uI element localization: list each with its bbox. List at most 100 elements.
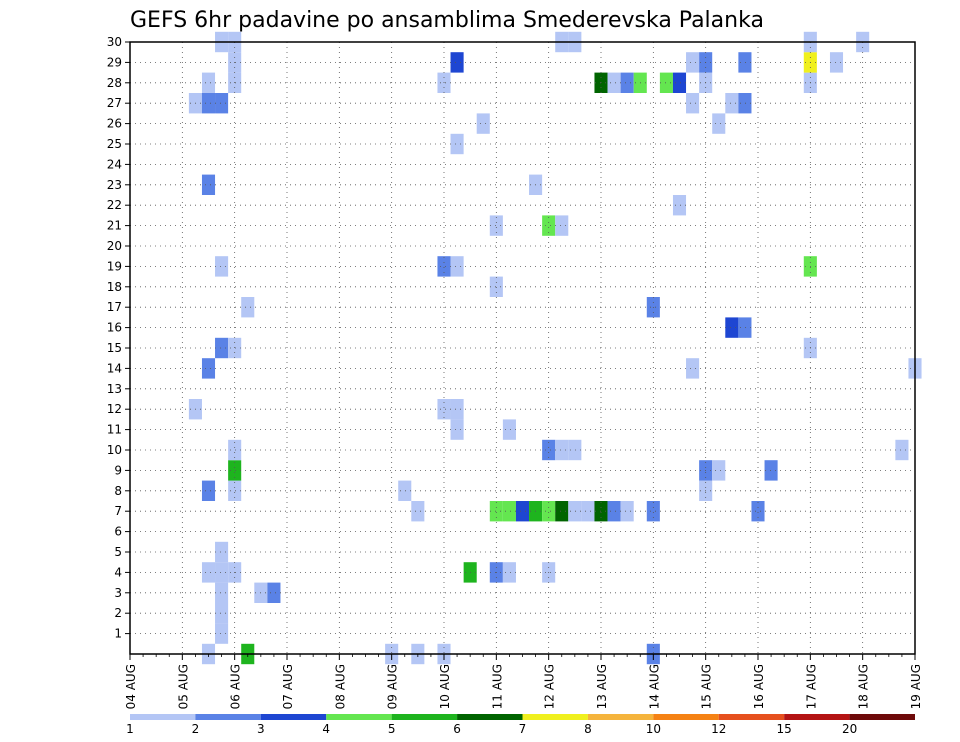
colorbar-label: 12 xyxy=(711,722,726,736)
heat-cell xyxy=(764,460,778,481)
heat-cell xyxy=(686,358,700,379)
y-tick-label: 28 xyxy=(107,76,122,90)
heat-cell xyxy=(450,419,464,440)
heat-cell xyxy=(829,52,844,73)
colorbar-swatch xyxy=(326,714,392,720)
y-tick-label: 17 xyxy=(107,300,122,314)
x-tick-label: 05 AUG xyxy=(176,664,190,709)
heat-cell xyxy=(581,501,595,522)
heat-cell xyxy=(725,317,739,338)
y-tick-label: 21 xyxy=(107,219,122,233)
heat-cell xyxy=(725,93,739,114)
x-tick-label: 10 AUG xyxy=(438,664,452,709)
heat-cell xyxy=(267,582,281,603)
x-tick-label: 16 AUG xyxy=(752,664,766,709)
y-tick-label: 13 xyxy=(107,382,122,396)
y-tick-label: 1 xyxy=(114,627,122,641)
y-tick-label: 3 xyxy=(114,586,122,600)
colorbar-label: 3 xyxy=(257,722,265,736)
colorbar-swatch xyxy=(195,714,261,720)
heat-cell xyxy=(686,93,700,114)
x-tick-label: 18 AUG xyxy=(857,664,871,709)
y-tick-label: 8 xyxy=(114,484,122,498)
y-tick-label: 23 xyxy=(107,178,122,192)
heat-cell xyxy=(515,501,530,522)
heat-cell xyxy=(738,317,752,338)
heat-cell xyxy=(672,72,687,93)
colorbar-label: 4 xyxy=(322,722,330,736)
colorbar-label: 2 xyxy=(192,722,200,736)
y-tick-label: 12 xyxy=(107,402,122,416)
y-tick-label: 11 xyxy=(107,423,122,437)
heat-cell xyxy=(620,501,634,522)
heat-cell xyxy=(607,501,621,522)
heat-cell xyxy=(201,174,216,195)
y-tick-label: 20 xyxy=(107,239,122,253)
heat-cell xyxy=(450,133,464,155)
colorbar-swatch xyxy=(718,714,785,720)
heat-cell xyxy=(672,195,687,216)
heat-cell xyxy=(228,460,242,481)
heat-cell xyxy=(555,215,569,236)
heat-cell xyxy=(502,501,516,522)
heat-cell xyxy=(241,297,255,318)
colorbar-swatch xyxy=(130,714,196,720)
y-tick-label: 4 xyxy=(114,565,122,579)
colorbar-label: 10 xyxy=(646,722,661,736)
y-tick-label: 25 xyxy=(107,137,122,151)
x-tick-label: 15 AUG xyxy=(700,664,714,709)
heat-cell xyxy=(489,276,503,297)
heat-cell xyxy=(489,501,503,522)
x-tick-label: 12 AUG xyxy=(543,664,557,709)
grid-layer xyxy=(130,41,915,654)
x-tick-label: 06 AUG xyxy=(229,664,243,709)
heat-cell xyxy=(738,52,752,73)
y-tick-label: 16 xyxy=(107,321,122,335)
colorbar-swatch xyxy=(260,714,327,720)
heat-cell xyxy=(201,562,216,583)
heat-cell xyxy=(450,52,464,73)
x-tick-label: 04 AUG xyxy=(124,664,138,709)
plot-frame xyxy=(129,41,916,655)
heat-cell xyxy=(450,399,464,420)
x-tick-label: 13 AUG xyxy=(595,664,609,709)
y-tick-label: 29 xyxy=(107,55,122,69)
y-tick-label: 2 xyxy=(114,606,122,620)
heat-cell xyxy=(201,93,216,114)
x-tick-label: 14 AUG xyxy=(647,664,661,709)
colorbar-label: 1 xyxy=(126,722,134,736)
heat-cell xyxy=(215,582,229,603)
heat-cell xyxy=(215,337,229,359)
heat-cell xyxy=(215,93,229,114)
heat-cell xyxy=(201,480,216,501)
colorbar-swatch xyxy=(522,714,588,720)
heat-cell xyxy=(489,215,503,236)
y-tick-label: 6 xyxy=(114,525,122,539)
heat-cell xyxy=(437,256,451,277)
heat-cell xyxy=(437,399,451,420)
y-tick-label: 19 xyxy=(107,259,122,273)
colorbar-label: 20 xyxy=(842,722,857,736)
heat-cell xyxy=(568,501,582,522)
heat-cell xyxy=(502,562,516,583)
y-tick-label: 15 xyxy=(107,341,122,355)
heat-cell xyxy=(738,93,752,114)
heat-cell xyxy=(201,72,216,93)
heat-cell xyxy=(542,215,556,236)
heat-cell xyxy=(712,113,726,134)
x-tick-label: 08 AUG xyxy=(333,664,347,709)
heat-cell xyxy=(646,501,660,522)
heat-cell xyxy=(215,562,229,583)
colorbar-label: 15 xyxy=(777,722,792,736)
heat-cell xyxy=(201,358,216,379)
heat-cell xyxy=(568,439,582,461)
heat-cell xyxy=(215,603,229,624)
colorbar-label: 6 xyxy=(453,722,461,736)
y-tick-label: 7 xyxy=(114,504,122,518)
y-axis: 1234567891011121314151617181920212223242… xyxy=(107,35,130,641)
y-tick-label: 30 xyxy=(107,35,122,49)
y-tick-label: 5 xyxy=(114,545,122,559)
colorbar-swatch xyxy=(784,714,850,720)
heat-cell xyxy=(398,480,412,501)
